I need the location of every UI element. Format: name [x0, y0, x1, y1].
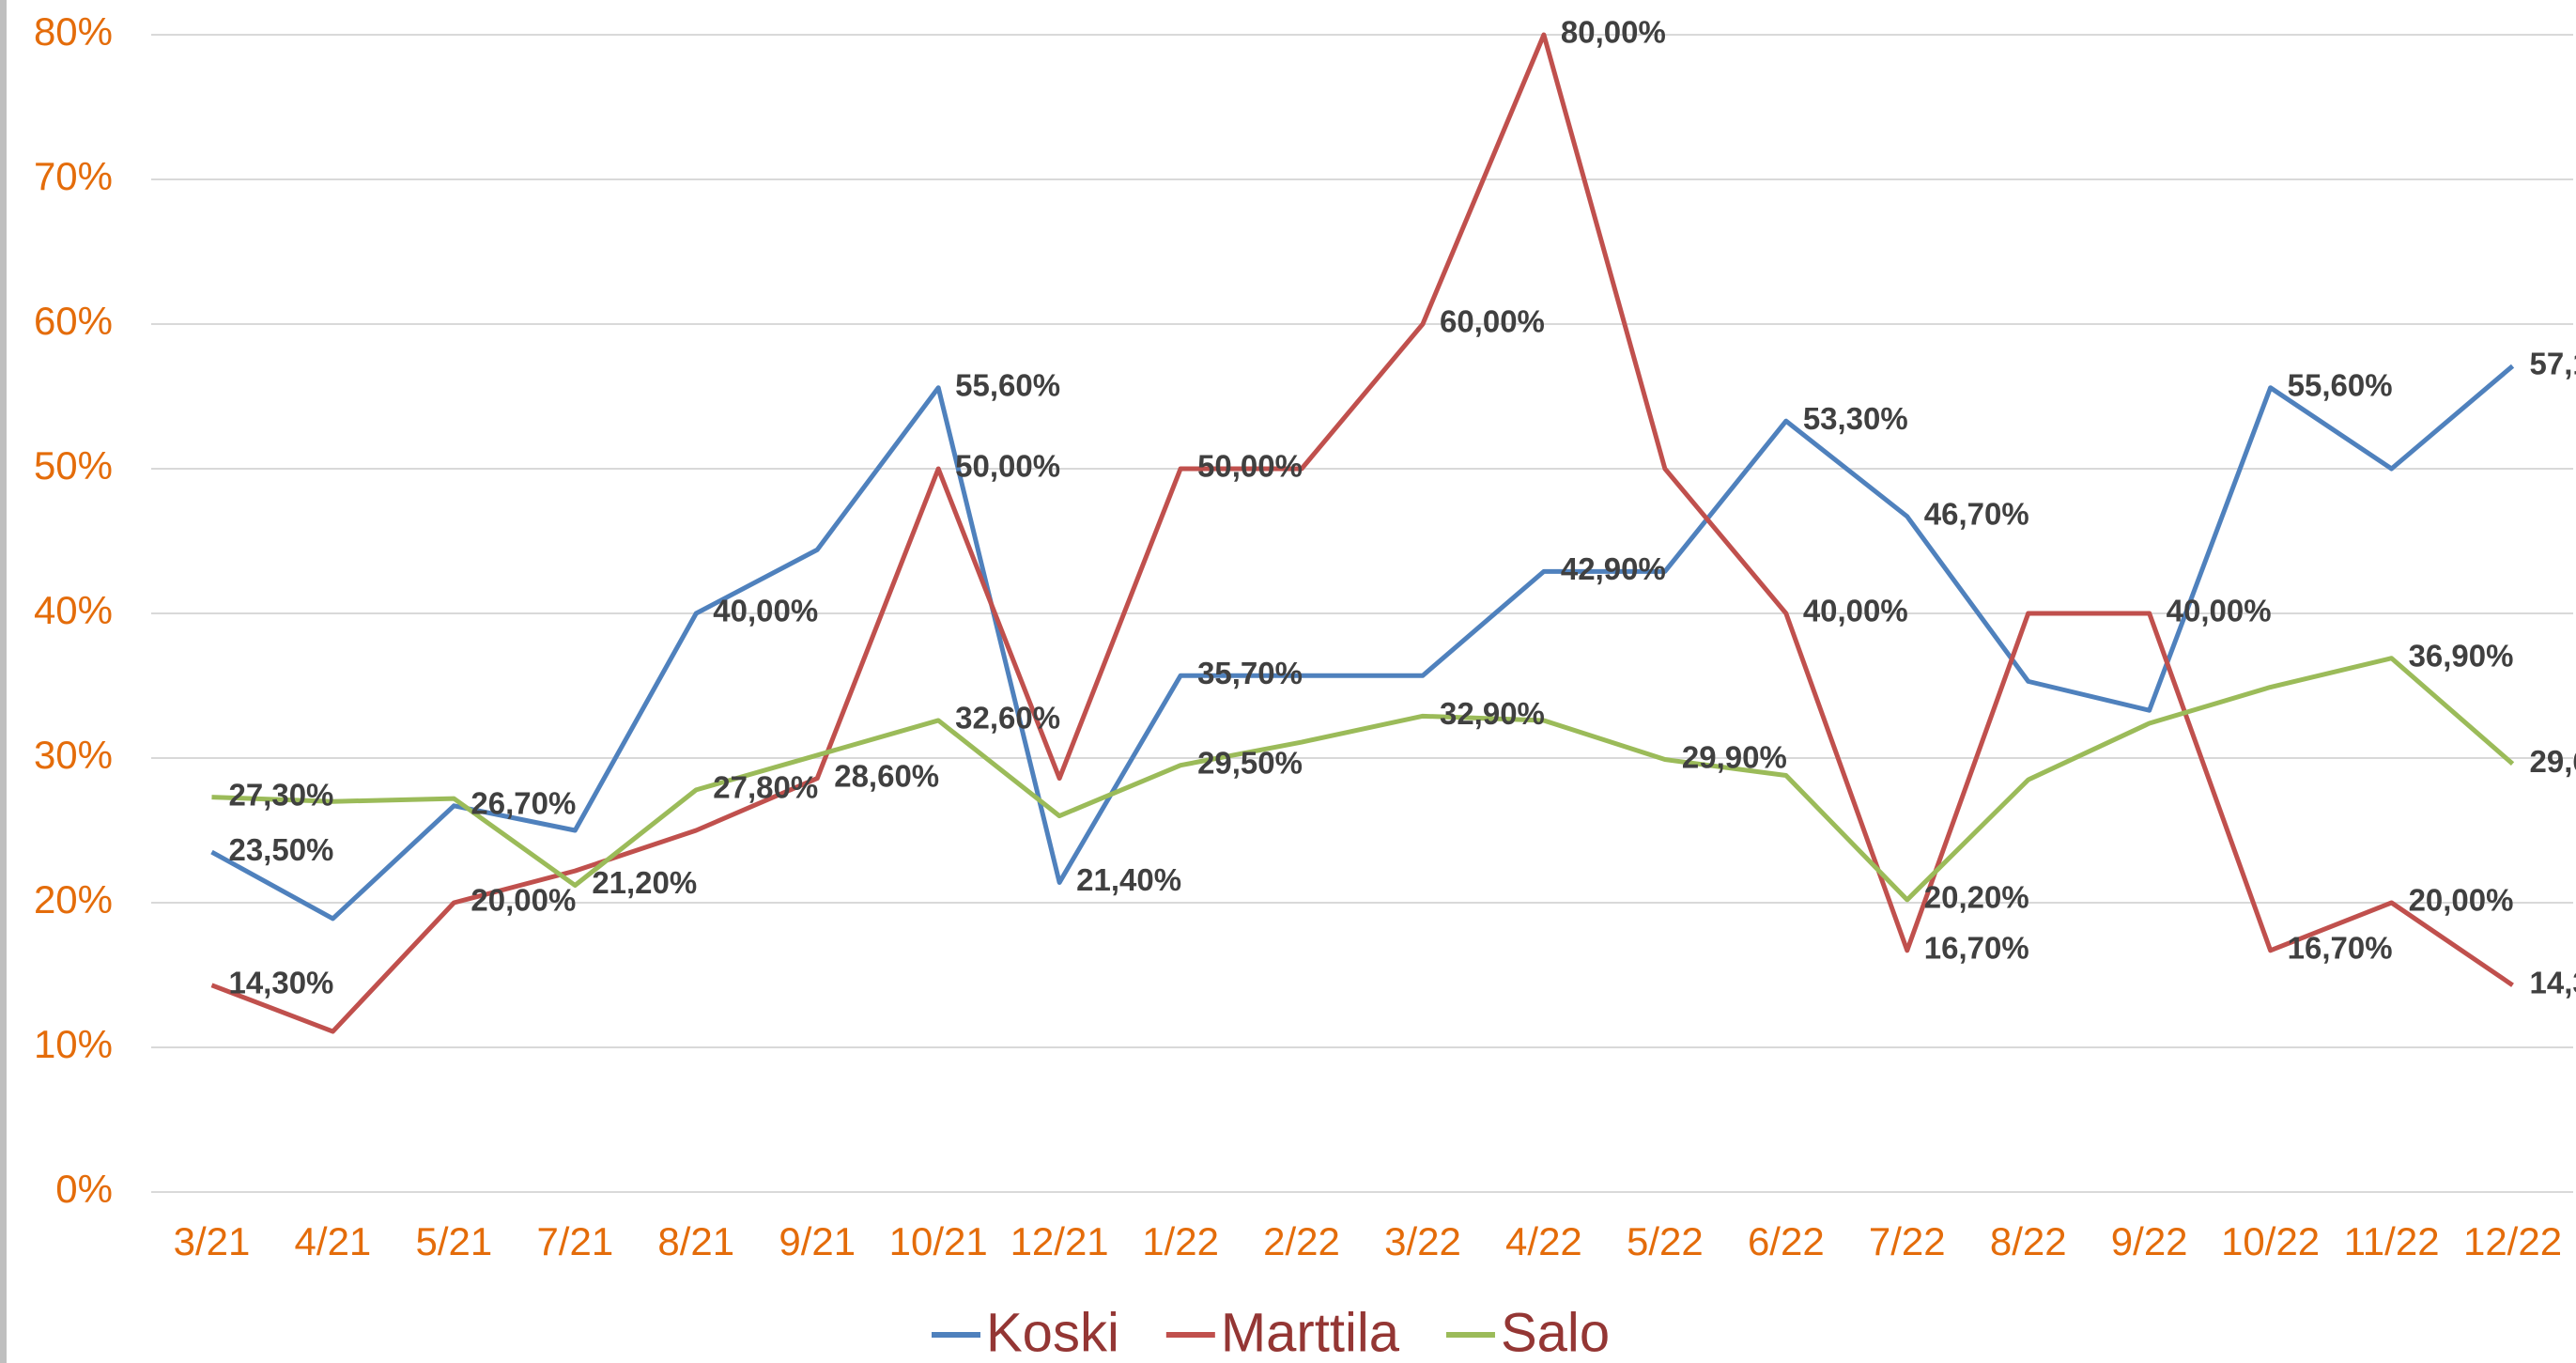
y-tick-label: 0% [55, 1167, 113, 1211]
data-label: 29,60% [2530, 744, 2576, 779]
y-tick-label: 10% [34, 1022, 113, 1066]
legend-label: Koski [986, 1302, 1119, 1363]
data-label: 20,00% [2409, 883, 2514, 918]
x-tick-label: 7/22 [1869, 1219, 1946, 1263]
data-label: 20,00% [470, 883, 576, 918]
data-label: 80,00% [1561, 15, 1666, 50]
x-tick-label: 5/21 [416, 1219, 493, 1263]
x-tick-label: 12/22 [2463, 1219, 2562, 1263]
data-label: 21,20% [592, 865, 697, 900]
data-label: 50,00% [955, 449, 1060, 484]
x-tick-label: 4/22 [1505, 1219, 1582, 1263]
x-tick-label: 3/22 [1384, 1219, 1461, 1263]
legend-label: Marttila [1221, 1302, 1400, 1363]
x-tick-label: 9/21 [779, 1219, 856, 1263]
data-label: 23,50% [228, 832, 333, 867]
data-label: 35,70% [1197, 656, 1303, 690]
data-label: 46,70% [1924, 497, 2029, 532]
y-tick-label: 70% [34, 154, 113, 198]
x-tick-label: 11/22 [2344, 1219, 2440, 1263]
data-label: 16,70% [2288, 931, 2393, 966]
data-label: 21,40% [1076, 862, 1181, 897]
data-label: 42,90% [1561, 551, 1666, 586]
y-tick-label: 20% [34, 877, 113, 922]
data-label: 40,00% [713, 594, 818, 628]
left-border [0, 0, 7, 1363]
x-tick-label: 6/22 [1748, 1219, 1825, 1263]
y-tick-label: 30% [34, 733, 113, 777]
legend-label: Salo [1501, 1302, 1610, 1363]
data-label: 32,90% [1440, 696, 1545, 731]
x-tick-label: 10/22 [2221, 1219, 2320, 1263]
data-label: 50,00% [1197, 449, 1303, 484]
data-label: 27,80% [713, 770, 818, 805]
y-tick-label: 40% [34, 588, 113, 632]
x-tick-label: 2/22 [1263, 1219, 1340, 1263]
data-label: 20,20% [1924, 880, 2029, 915]
data-label: 14,30% [228, 965, 333, 999]
x-tick-label: 8/21 [657, 1219, 734, 1263]
x-tick-label: 4/21 [295, 1219, 372, 1263]
x-tick-label: 5/22 [1627, 1219, 1704, 1263]
data-label: 28,60% [834, 758, 939, 793]
data-label: 40,00% [2167, 594, 2272, 628]
data-label: 40,00% [1803, 594, 1908, 628]
x-tick-label: 3/21 [174, 1219, 251, 1263]
series-line [210, 364, 2515, 922]
data-label: 60,00% [1440, 304, 1545, 339]
data-label: 53,30% [1803, 401, 1908, 436]
y-tick-label: 50% [34, 443, 113, 488]
x-tick-label: 1/22 [1142, 1219, 1219, 1263]
data-label: 57,10% [2530, 346, 2576, 380]
series-line [211, 656, 2515, 903]
data-label: 29,90% [1682, 739, 1787, 774]
data-label: 36,90% [2409, 638, 2514, 673]
data-label: 14,30% [2530, 965, 2576, 999]
x-tick-label: 9/22 [2111, 1219, 2188, 1263]
x-tick-label: 12/21 [1010, 1219, 1109, 1263]
series-line [210, 32, 2514, 1034]
y-tick-label: 60% [34, 299, 113, 343]
data-label: 27,30% [228, 777, 333, 812]
x-tick-label: 7/21 [536, 1219, 613, 1263]
x-tick-label: 8/22 [1990, 1219, 2067, 1263]
y-tick-label: 80% [34, 9, 113, 54]
data-label: 55,60% [2288, 367, 2393, 402]
data-label: 16,70% [1924, 931, 2029, 966]
data-label: 55,60% [955, 367, 1060, 402]
x-tick-label: 10/21 [889, 1219, 988, 1263]
data-label: 29,50% [1197, 745, 1303, 780]
data-label: 26,70% [470, 786, 576, 821]
data-label: 32,60% [955, 701, 1060, 736]
